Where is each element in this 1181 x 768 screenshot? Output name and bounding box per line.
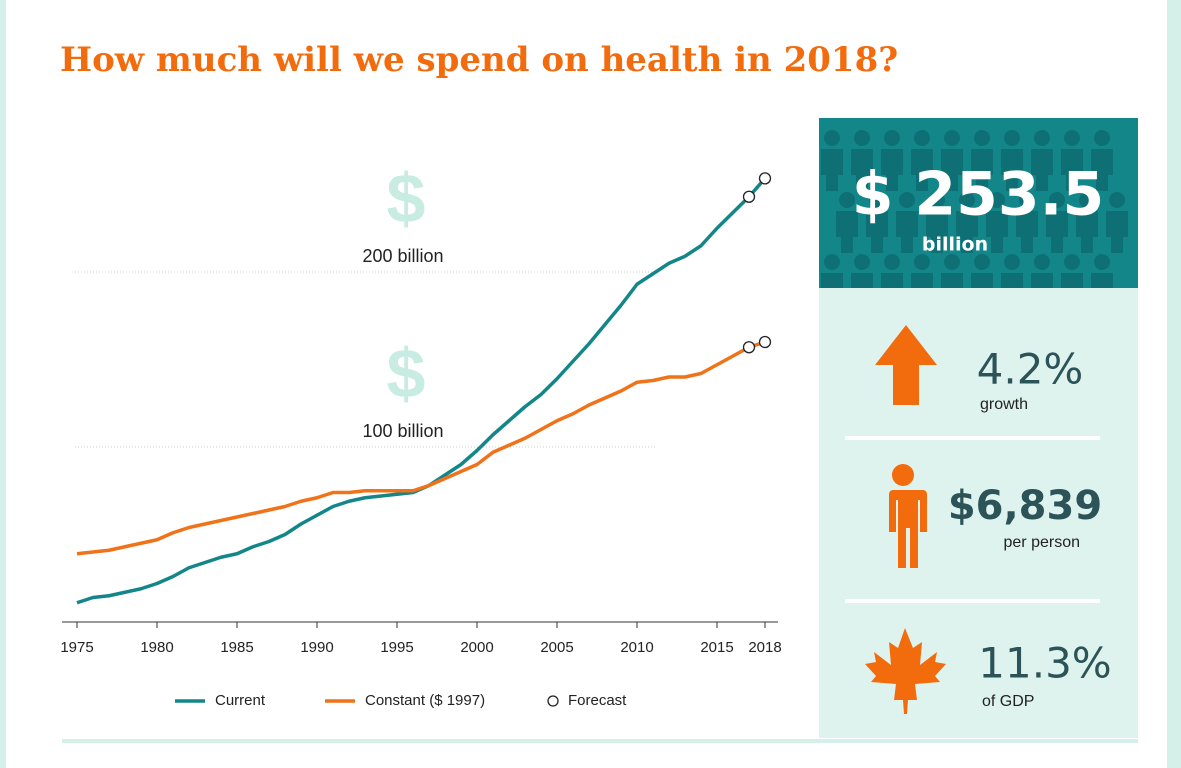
person-silhouette bbox=[866, 211, 888, 253]
stat-label: growth bbox=[980, 396, 1028, 413]
x-tick-label: 2010 bbox=[620, 639, 653, 656]
total-value: $ 253.5 bbox=[852, 160, 1104, 230]
person-silhouette bbox=[1094, 130, 1110, 146]
y-tick-label: 100 billion bbox=[362, 421, 443, 441]
maple-leaf-icon bbox=[865, 628, 946, 714]
person-silhouette bbox=[1049, 192, 1065, 208]
person-silhouette bbox=[1061, 149, 1083, 191]
person-silhouette bbox=[884, 130, 900, 146]
person-silhouette bbox=[1064, 130, 1080, 146]
x-tick-label: 1985 bbox=[220, 639, 253, 656]
person-silhouette bbox=[959, 192, 975, 208]
x-tick-label: 1975 bbox=[60, 639, 93, 656]
person-silhouette bbox=[944, 130, 960, 146]
person-silhouette bbox=[944, 254, 960, 270]
forecast-marker bbox=[742, 341, 756, 354]
person-silhouette bbox=[1019, 192, 1035, 208]
person-silhouette bbox=[1001, 149, 1023, 191]
x-tick-label: 1990 bbox=[300, 639, 333, 656]
grid-symbol: $ bbox=[387, 334, 426, 412]
person-silhouette bbox=[1106, 211, 1128, 253]
person-silhouette bbox=[1016, 211, 1038, 253]
person-silhouette bbox=[884, 254, 900, 270]
person-silhouette bbox=[1046, 211, 1068, 253]
legend-label: Current bbox=[215, 692, 266, 709]
person-silhouette bbox=[836, 211, 858, 253]
person-silhouette bbox=[821, 149, 843, 191]
person-silhouette bbox=[824, 130, 840, 146]
forecast-marker bbox=[758, 335, 772, 349]
title: How much will we spend on health in 2018… bbox=[60, 40, 898, 80]
legend-label: Forecast bbox=[568, 692, 627, 709]
x-tick-label: 2000 bbox=[460, 639, 493, 656]
person-silhouette bbox=[1094, 254, 1110, 270]
person-silhouette bbox=[914, 130, 930, 146]
person-silhouette bbox=[911, 149, 933, 191]
person-silhouette bbox=[896, 211, 918, 253]
person-silhouette bbox=[839, 192, 855, 208]
person-silhouette bbox=[989, 192, 1005, 208]
person-silhouette bbox=[824, 254, 840, 270]
person-silhouette bbox=[1079, 192, 1095, 208]
person-silhouette bbox=[929, 192, 945, 208]
person-silhouette bbox=[941, 149, 963, 191]
plot: 1975 1980 1985 1990 1995 2000 2005 2010 2015 2018… bbox=[60, 159, 781, 708]
person-silhouette bbox=[1091, 149, 1113, 191]
stat-label: per person bbox=[1004, 534, 1081, 551]
y-tick-label: 200 billion bbox=[362, 246, 443, 266]
stat-value: 4.2% bbox=[977, 345, 1084, 394]
forecast-marker bbox=[758, 172, 772, 185]
person-silhouette bbox=[851, 149, 873, 191]
x-tick-label: 2015 bbox=[700, 639, 733, 656]
legend-swatch bbox=[547, 695, 559, 707]
growth-icon bbox=[875, 325, 937, 405]
person-silhouette bbox=[1034, 130, 1050, 146]
x-tick-label: 1995 bbox=[380, 639, 413, 656]
series-line bbox=[76, 340, 766, 556]
person-silhouette bbox=[1076, 211, 1098, 253]
x-tick-label: 2005 bbox=[540, 639, 573, 656]
person-silhouette bbox=[914, 254, 930, 270]
person-silhouette bbox=[974, 254, 990, 270]
x-tick-label: 2018 bbox=[748, 639, 781, 656]
person-silhouette bbox=[1034, 254, 1050, 270]
person-silhouette bbox=[881, 149, 903, 191]
person-silhouette bbox=[971, 149, 993, 191]
stat-value: 11.3% bbox=[978, 639, 1111, 688]
person-silhouette bbox=[1004, 130, 1020, 146]
grid-symbol: $ bbox=[387, 159, 426, 237]
person-silhouette bbox=[986, 211, 1008, 253]
person-silhouette bbox=[854, 254, 870, 270]
legend-label: Constant ($ 1997) bbox=[365, 692, 485, 709]
person-silhouette bbox=[1004, 254, 1020, 270]
stat-label: of GDP bbox=[982, 693, 1034, 710]
person-silhouette bbox=[854, 130, 870, 146]
stat-value: $6,839 bbox=[948, 483, 1102, 529]
person-silhouette bbox=[899, 192, 915, 208]
total-unit: billion bbox=[922, 234, 988, 256]
person-silhouette bbox=[1109, 192, 1125, 208]
person-silhouette bbox=[1031, 149, 1053, 191]
person-silhouette bbox=[974, 130, 990, 146]
x-tick-label: 1980 bbox=[140, 639, 173, 656]
person-silhouette bbox=[1064, 254, 1080, 270]
person-icon bbox=[883, 464, 927, 568]
forecast-marker bbox=[742, 190, 756, 203]
person-silhouette bbox=[956, 211, 978, 253]
person-silhouette bbox=[926, 211, 948, 253]
person-silhouette bbox=[869, 192, 885, 208]
